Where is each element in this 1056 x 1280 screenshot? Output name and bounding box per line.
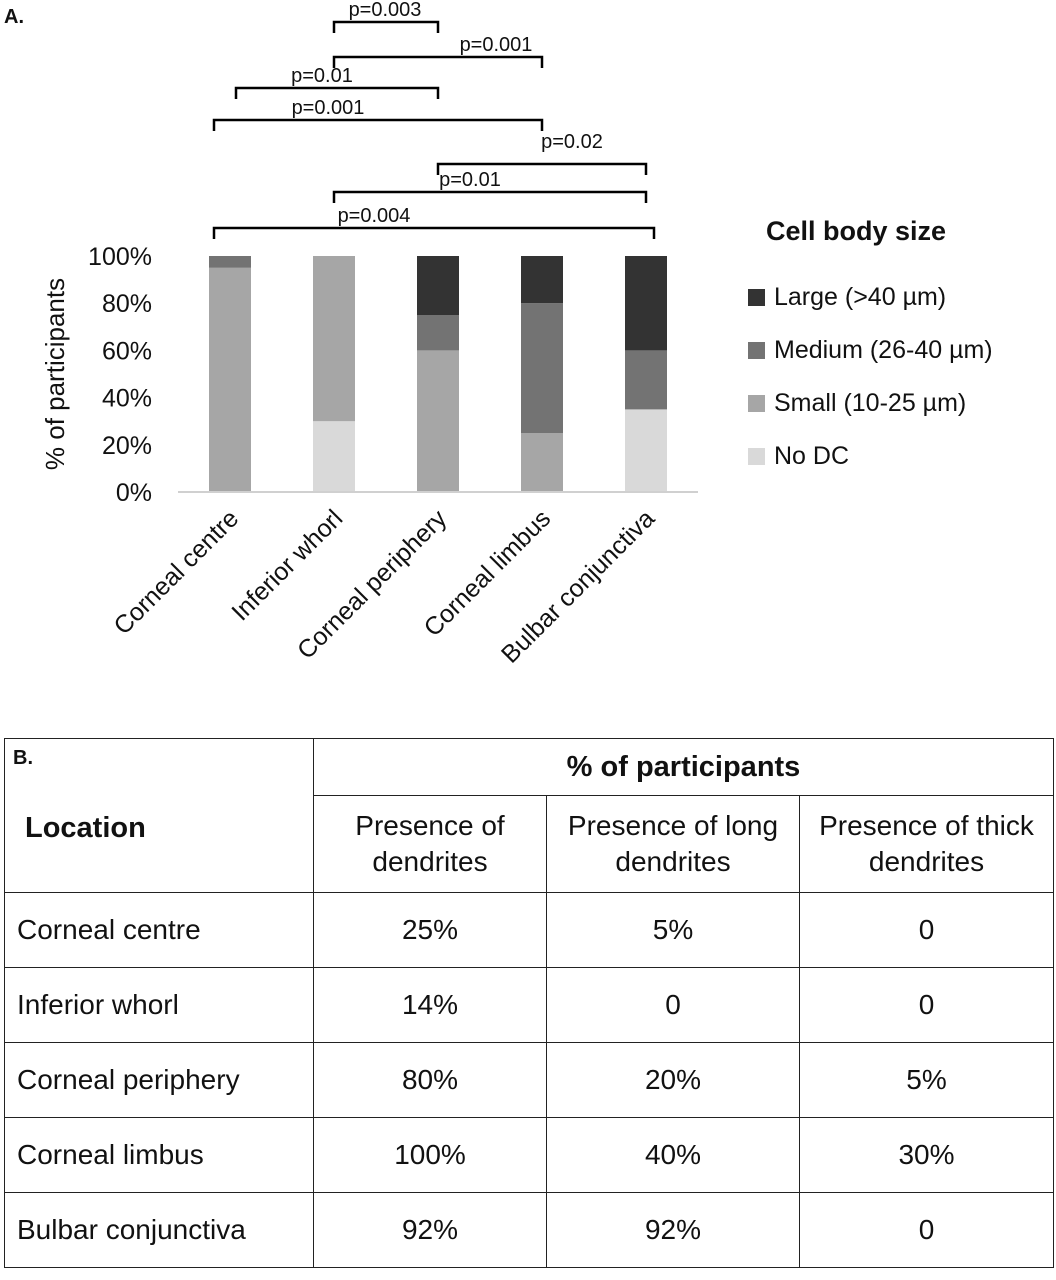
- table-row: Bulbar conjunctiva 92% 92% 0: [4, 1192, 1054, 1268]
- stacked-bar-chart: 0%20%40%60%80%100%Corneal centreInferior…: [40, 0, 698, 669]
- bar-segment-corneal-limbus-large-40-m: [521, 256, 563, 304]
- bar-segment-inferior-whorl-no-dc: [313, 421, 355, 492]
- bar-segment-inferior-whorl-small-10-25-m: [313, 256, 355, 422]
- row-location: Corneal centre: [4, 892, 314, 968]
- row-thick-dendrites: 5%: [799, 1042, 1054, 1118]
- axis-layer: 0%20%40%60%80%100%Corneal centreInferior…: [88, 243, 698, 669]
- bars-layer: [209, 256, 667, 492]
- col-header-dendrites: Presence of dendrites: [313, 795, 547, 893]
- significance-bracket: [234, 86, 440, 99]
- legend-label-large: Large (>40 µm): [774, 283, 947, 311]
- bar-segment-bulbar-conjunctiva-large-40-m: [625, 256, 667, 351]
- legend-item-medium: Medium (26-40 µm): [748, 324, 993, 377]
- table-header-row-2: Presence of dendrites Presence of long d…: [5, 795, 1054, 893]
- legend-label-no-dc: No DC: [774, 442, 850, 470]
- row-long-dendrites: 5%: [546, 892, 800, 968]
- significance-layer: p=0.003 p=0.001 p=0.01 p=0.001 p=0.02 p=0.01 p…: [212, 0, 656, 239]
- percent-participants-header: % of participants: [313, 738, 1054, 796]
- y-tick-label: 20%: [102, 432, 152, 460]
- row-thick-dendrites: 0: [799, 892, 1054, 968]
- dendrites-table: B. Location % of participants Presence o…: [4, 738, 1054, 1268]
- significance-label: p=0.02: [541, 131, 603, 153]
- significance-label: p=0.001: [460, 34, 533, 56]
- row-dendrites: 92%: [313, 1192, 547, 1268]
- bar-segment-corneal-limbus-medium-26-40-m: [521, 303, 563, 433]
- table-row: Inferior whorl 14% 0 0: [4, 967, 1054, 1043]
- significance-bracket: [332, 55, 544, 68]
- bar-segment-bulbar-conjunctiva-medium-26-40-m: [625, 350, 667, 410]
- row-thick-dendrites: 0: [799, 1192, 1054, 1268]
- significance-bracket: [436, 162, 648, 175]
- row-location: Corneal periphery: [4, 1042, 314, 1118]
- x-tick-label-corneal-centre: Corneal centre: [108, 504, 244, 640]
- significance-label: p=0.004: [338, 205, 411, 227]
- significance-bracket: [332, 20, 440, 33]
- row-dendrites: 14%: [313, 967, 547, 1043]
- row-dendrites: 80%: [313, 1042, 547, 1118]
- y-tick-label: 100%: [88, 243, 152, 271]
- table-corner-cell: B. Location: [4, 738, 314, 893]
- row-thick-dendrites: 0: [799, 967, 1054, 1043]
- y-tick-label: 0%: [116, 479, 152, 507]
- legend-swatch-small: [748, 395, 765, 412]
- legend-title: Cell body size: [766, 216, 947, 246]
- y-axis-label: % of participants: [40, 278, 70, 470]
- bar-segment-corneal-limbus-small-10-25-m: [521, 433, 563, 492]
- bar-segment-corneal-periphery-small-10-25-m: [417, 350, 459, 492]
- legend-label-small: Small (10-25 µm): [774, 389, 967, 417]
- row-long-dendrites: 40%: [546, 1117, 800, 1193]
- row-location: Inferior whorl: [4, 967, 314, 1043]
- bar-segment-corneal-periphery-large-40-m: [417, 256, 459, 315]
- table-header-row-1: B. Location % of participants: [4, 738, 1054, 893]
- row-dendrites: 100%: [313, 1117, 547, 1193]
- col-header-long-dendrites: Presence of long dendrites: [546, 795, 800, 893]
- y-tick-label: 60%: [102, 337, 152, 365]
- row-long-dendrites: 0: [546, 967, 800, 1043]
- significance-bracket: [212, 226, 656, 239]
- row-long-dendrites: 20%: [546, 1042, 800, 1118]
- row-dendrites: 25%: [313, 892, 547, 968]
- bar-segment-bulbar-conjunctiva-no-dc: [625, 409, 667, 492]
- bar-segment-corneal-periphery-medium-26-40-m: [417, 315, 459, 351]
- significance-label: p=0.01: [439, 169, 501, 191]
- y-tick-label: 80%: [102, 290, 152, 318]
- legend: Cell body size Large (>40 µm) Medium (26…: [748, 216, 993, 483]
- legend-item-no-dc: No DC: [748, 430, 993, 483]
- row-location: Corneal limbus: [4, 1117, 314, 1193]
- y-tick-label: 40%: [102, 385, 152, 413]
- legend-swatch-medium: [748, 342, 765, 359]
- bar-segment-corneal-centre-small-10-25-m: [209, 267, 251, 492]
- significance-bracket: [332, 190, 648, 203]
- legend-item-small: Small (10-25 µm): [748, 377, 993, 430]
- panel-a-label: A.: [4, 6, 24, 28]
- row-location: Bulbar conjunctiva: [4, 1192, 314, 1268]
- significance-label: p=0.01: [291, 65, 353, 87]
- table-row: Corneal limbus 100% 40% 30%: [4, 1117, 1054, 1193]
- significance-label: p=0.003: [349, 0, 422, 21]
- legend-label-medium: Medium (26-40 µm): [774, 336, 993, 364]
- bar-segment-corneal-centre-medium-26-40-m: [209, 256, 251, 268]
- legend-item-large: Large (>40 µm): [748, 271, 993, 324]
- col-header-thick-dendrites: Presence of thick dendrites: [799, 795, 1054, 893]
- row-long-dendrites: 92%: [546, 1192, 800, 1268]
- table-row: Corneal centre 25% 5% 0: [4, 892, 1054, 968]
- legend-swatch-no-dc: [748, 448, 765, 465]
- location-header: Location: [25, 812, 146, 844]
- legend-swatch-large: [748, 289, 765, 306]
- table-row: Corneal periphery 80% 20% 5%: [4, 1042, 1054, 1118]
- panel-b-label: B.: [13, 747, 33, 769]
- row-thick-dendrites: 30%: [799, 1117, 1054, 1193]
- significance-label: p=0.001: [292, 97, 365, 119]
- significance-bracket: [212, 118, 544, 131]
